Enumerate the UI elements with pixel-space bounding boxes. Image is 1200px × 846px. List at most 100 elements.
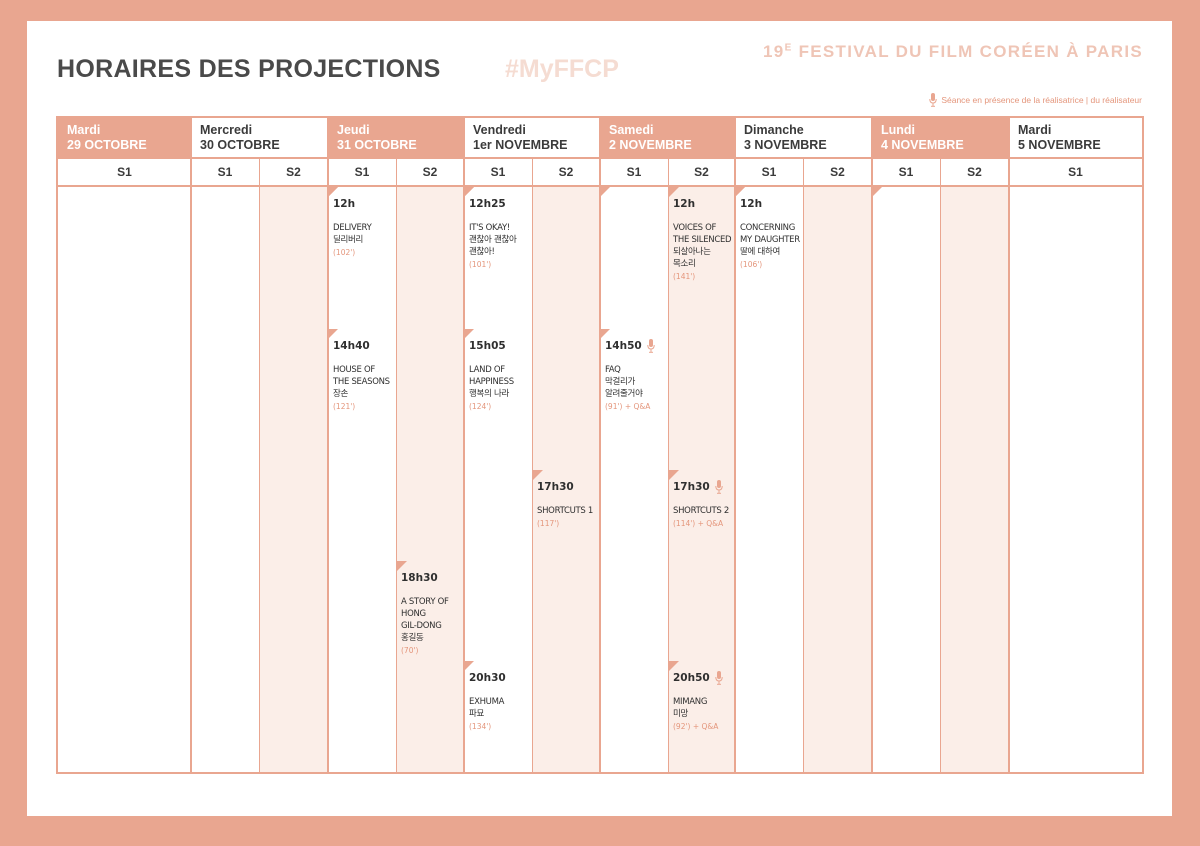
screening-flag [464,661,474,671]
screening-title: FAQ 막걸리가 알려줄거야 [605,364,671,400]
screening-time-label: 17h30 [537,481,574,493]
festival-name: FESTIVAL DU FILM CORÉEN À PARIS [792,42,1143,61]
screening-duration: (102') [333,248,356,257]
day-name: Jeudi [337,123,370,137]
title-line: EXHUMA [469,697,505,707]
screen-header: S2 [286,165,301,179]
day-divider [871,118,873,772]
qa-legend: Séance en présence de la réalisatrice | … [929,93,1142,107]
screening[interactable]: 12h CONCERNING MY DAUGHTER 딸에 대하여 (106') [740,197,806,271]
screen-header: S2 [830,165,845,179]
screening[interactable]: 17h30 SHORTCUTS 1 (117') [537,480,603,530]
day-divider [327,118,329,772]
title-line: HONG [401,609,426,619]
screening-title: MIMANG 미망 [673,696,739,720]
microphone-icon [929,93,938,107]
screen-divider [259,157,260,772]
screen-divider [532,157,533,772]
screen-header: S2 [558,165,574,179]
title-line: MIMANG [673,697,708,707]
title-line: CONCERNING [740,223,796,233]
screening-duration: (106') [740,260,763,269]
screen-2-column [803,187,872,772]
screening-time: 17h30 [673,480,739,494]
screening-title: HOUSE OF THE SEASONS 장손 [333,364,399,400]
screening-time-label: 12h25 [469,198,506,210]
title-line: LAND OF [469,365,505,375]
screening[interactable]: 12h25 IT'S OKAY! 괜찮아 괜찮아 괜찮아! (101') [469,197,535,271]
title-line: 목소리 [673,259,696,269]
screening-duration: (124') [469,402,492,411]
screening-time-label: 12h [333,198,356,210]
grid-rule [58,157,1142,159]
day-header: Jeudi 31 OCTOBRE [328,118,464,157]
screen-header: S1 [117,165,132,179]
day-divider [599,118,601,772]
screening[interactable]: 12h VOICES OF THE SILENCED 되살아나는 목소리 (141') [673,197,739,283]
day-header: Mardi 5 NOVEMBRE [1009,118,1142,157]
screening[interactable]: 12h DELIVERY 딜리버리 (102') [333,197,399,259]
microphone-icon [715,671,723,685]
title-line: THE SEASONS [333,377,390,387]
screening-time: 15h05 [469,339,535,353]
screening[interactable]: 20h50 MIMANG 미망 (92') + Q&A [673,671,739,733]
screening-time-label: 18h30 [401,572,438,584]
screen-2-column [668,187,735,772]
screening-time: 17h30 [537,480,603,494]
screening-flag [735,187,745,197]
day-divider [734,118,736,772]
day-date: 4 NOVEMBRE [881,138,964,152]
screen-header: S2 [967,165,982,179]
festival-number: 19 [763,42,785,61]
screening-time: 12h [740,197,806,211]
hashtag: #MyFFCP [505,55,619,83]
title-line: HOUSE OF [333,365,375,375]
screening-time-label: 17h30 [673,481,710,493]
screen-2-column [532,187,600,772]
screening-time: 14h40 [333,339,399,353]
title-line: 되살아나는 [673,247,711,257]
screen-2-column [259,187,328,772]
screening[interactable]: 14h50 FAQ 막걸리가 알려줄거야 (91') + Q&A [605,339,671,413]
screen-header: S2 [694,165,709,179]
day-name: Mardi [67,123,101,137]
screening-time-label: 14h40 [333,340,370,352]
screening-duration: (134') [469,722,492,731]
screening-title: DELIVERY 딜리버리 [333,222,399,246]
day-date: 1er NOVEMBRE [473,138,568,152]
screen-2-column [940,187,1009,772]
screening-flag [464,329,474,339]
screening[interactable]: 17h30 SHORTCUTS 2 (114') + Q&A [673,480,739,530]
title-line: 딜리버리 [333,235,364,245]
day-name: Lundi [881,123,916,137]
screening[interactable]: 15h05 LAND OF HAPPINESS 행복의 나라 (124') [469,339,535,413]
screen-divider [803,157,804,772]
screen-header: S1 [217,165,233,179]
screening-time: 20h30 [469,671,535,685]
title-line: 파묘 [469,709,485,719]
screening[interactable]: 14h40 HOUSE OF THE SEASONS 장손 (121') [333,339,399,413]
screening-flag [600,329,610,339]
screening-duration: (114') + Q&A [673,519,724,528]
title-line: 행복의 나라 [469,389,510,399]
title-line: THE SILENCED [673,235,732,245]
title-line: 장손 [333,389,349,399]
day-date: 3 NOVEMBRE [744,138,827,152]
day-date: 29 OCTOBRE [67,138,147,152]
day-name: Mardi [1018,123,1052,137]
screening-time-label: 12h [673,198,696,210]
screen-header: S2 [422,165,438,179]
screening[interactable]: 20h30 EXHUMA 파묘 (134') [469,671,535,733]
day-date: 31 OCTOBRE [337,138,417,152]
screening[interactable]: 18h30 A STORY OF HONG GIL-DONG 홍길동 (70') [401,571,467,657]
grid-rule [58,185,1142,187]
screening-flag [397,561,407,571]
screening-flag [533,470,543,480]
screening-flag [328,329,338,339]
screening-flag [669,187,679,197]
title-line: A STORY OF [401,597,449,607]
schedule-grid: Mardi 29 OCTOBRE S1 Mercredi 30 OCTOBRE S1 S2 J… [56,116,1144,774]
title-line: MY DAUGHTER [740,235,800,245]
screening-title: SHORTCUTS 2 [673,505,739,517]
screening-duration: (141') [673,272,696,281]
